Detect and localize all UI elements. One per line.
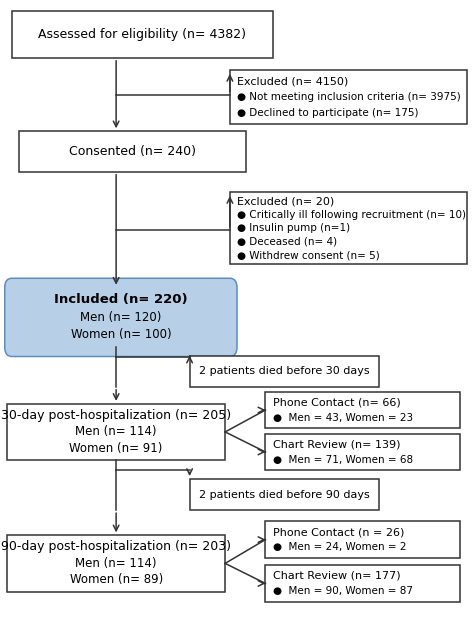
Text: Assessed for eligibility (n= 4382): Assessed for eligibility (n= 4382) — [38, 28, 246, 41]
Text: Men (n= 114): Men (n= 114) — [75, 557, 157, 570]
Text: ● Not meeting inclusion criteria (n= 3975): ● Not meeting inclusion criteria (n= 397… — [237, 92, 461, 102]
Text: ● Declined to participate (n= 175): ● Declined to participate (n= 175) — [237, 108, 419, 118]
Text: ●  Men = 24, Women = 2: ● Men = 24, Women = 2 — [273, 542, 406, 552]
FancyBboxPatch shape — [265, 521, 460, 558]
Text: 30-day post-hospitalization (n= 205): 30-day post-hospitalization (n= 205) — [1, 409, 231, 422]
Text: Men (n= 114): Men (n= 114) — [75, 426, 157, 438]
Text: ● Critically ill following recruitment (n= 10): ● Critically ill following recruitment (… — [237, 210, 466, 220]
Text: ● Insulin pump (n=1): ● Insulin pump (n=1) — [237, 223, 350, 233]
FancyBboxPatch shape — [230, 193, 467, 265]
FancyBboxPatch shape — [265, 565, 460, 602]
Text: Women (n= 100): Women (n= 100) — [71, 329, 171, 341]
FancyBboxPatch shape — [7, 404, 225, 460]
FancyBboxPatch shape — [265, 392, 460, 428]
FancyBboxPatch shape — [190, 356, 379, 387]
Text: Consented (n= 240): Consented (n= 240) — [69, 145, 196, 158]
Text: Included (n= 220): Included (n= 220) — [54, 294, 188, 306]
Text: ●  Men = 43, Women = 23: ● Men = 43, Women = 23 — [273, 413, 413, 423]
Text: Women (n= 89): Women (n= 89) — [70, 573, 163, 587]
Text: Phone Contact (n = 26): Phone Contact (n = 26) — [273, 527, 404, 537]
FancyBboxPatch shape — [265, 434, 460, 470]
Text: 90-day post-hospitalization (n= 203): 90-day post-hospitalization (n= 203) — [1, 540, 231, 553]
Text: 2 patients died before 30 days: 2 patients died before 30 days — [199, 366, 370, 376]
FancyBboxPatch shape — [230, 71, 467, 124]
Text: 2 patients died before 90 days: 2 patients died before 90 days — [199, 490, 370, 500]
Text: ●  Men = 71, Women = 68: ● Men = 71, Women = 68 — [273, 454, 413, 464]
Text: ● Deceased (n= 4): ● Deceased (n= 4) — [237, 237, 337, 247]
Text: Men (n= 120): Men (n= 120) — [80, 311, 162, 324]
Text: Excluded (n= 4150): Excluded (n= 4150) — [237, 76, 348, 86]
FancyBboxPatch shape — [190, 479, 379, 510]
Text: ● Withdrew consent (n= 5): ● Withdrew consent (n= 5) — [237, 250, 380, 260]
Text: Phone Contact (n= 66): Phone Contact (n= 66) — [273, 398, 401, 408]
FancyBboxPatch shape — [5, 278, 237, 357]
Text: Excluded (n= 20): Excluded (n= 20) — [237, 197, 334, 207]
Text: Chart Review (n= 139): Chart Review (n= 139) — [273, 439, 400, 449]
Text: ●  Men = 90, Women = 87: ● Men = 90, Women = 87 — [273, 586, 412, 596]
FancyBboxPatch shape — [7, 535, 225, 592]
FancyBboxPatch shape — [12, 11, 273, 58]
Text: Women (n= 91): Women (n= 91) — [70, 442, 163, 455]
Text: Chart Review (n= 177): Chart Review (n= 177) — [273, 571, 400, 581]
FancyBboxPatch shape — [19, 131, 246, 172]
